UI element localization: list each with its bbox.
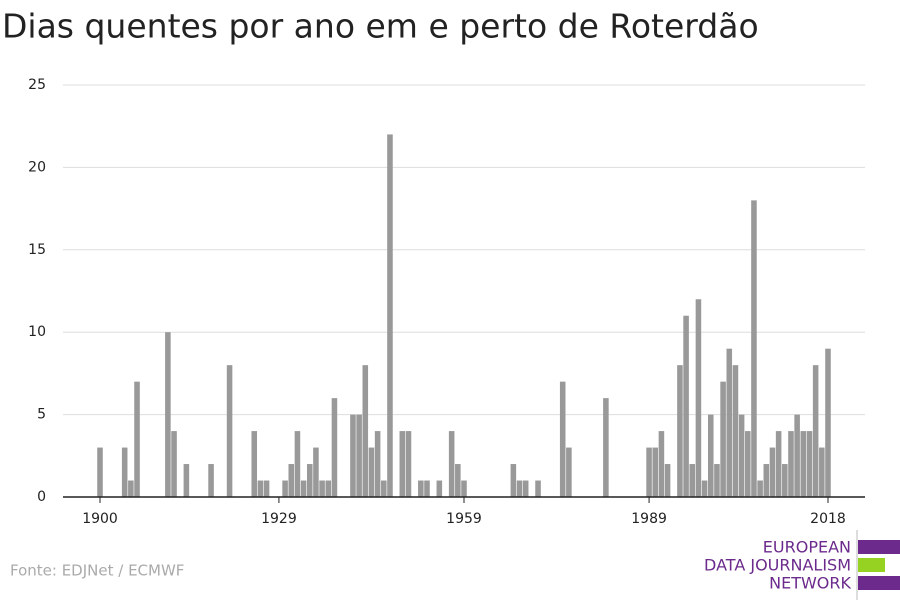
bar: [751, 200, 757, 498]
bar: [288, 464, 295, 497]
x-tick-label: 1959: [446, 511, 482, 527]
bar: [294, 431, 301, 497]
bar: [381, 480, 387, 497]
y-tick-label: 15: [28, 242, 46, 258]
bar: [695, 299, 702, 497]
logo-text: DATA JOURNALISM: [704, 556, 851, 575]
bar: [603, 398, 609, 497]
bar: [775, 431, 782, 497]
bar: [819, 447, 825, 497]
bar: [282, 480, 288, 497]
bar: [183, 464, 190, 497]
bar: [726, 348, 733, 497]
bar: [658, 431, 665, 497]
bar: [448, 431, 455, 497]
bar: [701, 480, 708, 497]
bar: [128, 480, 134, 497]
x-tick-label: 2018: [810, 511, 846, 527]
bar: [461, 480, 467, 497]
bar: [714, 464, 720, 497]
bar: [121, 447, 128, 497]
logo-text: EUROPEAN: [763, 538, 851, 557]
bar: [399, 431, 406, 497]
source: Fonte: EDJNet / ECMWF: [10, 562, 184, 580]
bar: [757, 480, 763, 497]
bar: [374, 431, 381, 497]
bar: [652, 447, 659, 497]
bar: [566, 447, 572, 497]
bar: [646, 447, 652, 497]
bar: [331, 398, 338, 497]
y-tick-label: 20: [28, 159, 46, 175]
x-tick-label: 1929: [261, 511, 297, 527]
bar: [257, 480, 264, 497]
bar: [794, 414, 800, 497]
bar: [707, 414, 714, 497]
bar: [763, 464, 770, 497]
bar: [171, 431, 177, 497]
bar: [362, 365, 369, 497]
bar: [769, 447, 776, 497]
bar: [418, 480, 424, 497]
bar: [368, 447, 375, 497]
logo-bar: [858, 558, 885, 572]
bar: [251, 431, 258, 497]
bar: [516, 480, 523, 497]
bar: [97, 447, 103, 497]
bar: [405, 431, 412, 497]
y-tick-label: 0: [37, 489, 46, 505]
bar: [720, 381, 726, 497]
y-tick-label: 25: [28, 77, 46, 93]
bar: [782, 464, 788, 497]
bar: [455, 464, 461, 497]
x-tick-label: 1900: [82, 511, 118, 527]
bar: [350, 414, 356, 497]
bar: [825, 348, 831, 497]
bar: [788, 431, 794, 497]
y-tick-label: 5: [37, 407, 46, 423]
bar: [683, 315, 689, 497]
bar: [306, 464, 313, 497]
bar: [800, 431, 807, 497]
bar: [226, 365, 233, 497]
bar: [812, 365, 819, 497]
y-tick-label: 10: [28, 324, 46, 340]
bar: [424, 480, 430, 497]
bar: [165, 332, 171, 497]
bar: [263, 480, 270, 497]
bar: [535, 480, 541, 497]
bar: [300, 480, 307, 497]
bar: [738, 414, 745, 497]
bar: [208, 464, 214, 497]
bar: [313, 447, 319, 497]
bar: [325, 480, 332, 497]
bar: [436, 480, 443, 497]
bar: [387, 134, 393, 497]
bar: [664, 464, 671, 497]
bar: [559, 381, 566, 497]
logo-text: NETWORK: [769, 574, 851, 593]
bar: [522, 480, 529, 497]
bar: [134, 381, 140, 497]
logo-bar: [858, 576, 900, 590]
bar: [732, 365, 739, 497]
bar: [806, 431, 813, 497]
bar: [356, 414, 362, 497]
chart-title: Dias quentes por ano em e perto de Roter…: [2, 7, 759, 46]
bar: [510, 464, 517, 497]
x-tick-label: 1989: [631, 511, 667, 527]
bar: [745, 431, 751, 497]
bar: [689, 464, 696, 497]
bar: [677, 365, 683, 497]
logo-bar: [858, 540, 900, 554]
bar: [319, 480, 325, 497]
